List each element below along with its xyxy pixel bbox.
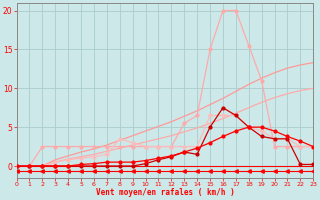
X-axis label: Vent moyen/en rafales ( km/h ): Vent moyen/en rafales ( km/h ) xyxy=(96,188,234,197)
